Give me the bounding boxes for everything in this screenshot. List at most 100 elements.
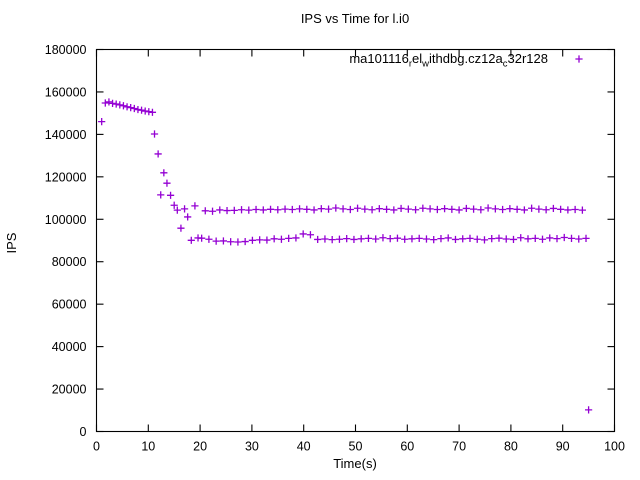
- axis-ticks: [95, 48, 616, 433]
- data-point-marker: [285, 234, 293, 242]
- data-point-marker: [198, 234, 206, 242]
- data-point-marker: [105, 98, 113, 106]
- data-point-marker: [459, 235, 467, 243]
- legend-entry-label: ma101116relwithdbg.cz12ac32r128: [349, 51, 548, 70]
- data-point-marker: [477, 206, 485, 214]
- data-point-marker: [137, 106, 146, 114]
- data-point-marker: [567, 234, 576, 242]
- data-point-marker: [430, 236, 438, 244]
- data-point-marker: [180, 205, 189, 213]
- data-point-marker: [415, 234, 423, 242]
- data-point-marker: [437, 234, 445, 243]
- data-point-marker: [466, 234, 474, 242]
- data-point-marker: [513, 205, 521, 213]
- data-point-marker: [241, 237, 249, 246]
- data-point-marker: [372, 235, 380, 243]
- plot-frame: [95, 48, 616, 433]
- data-point-marker: [542, 206, 550, 214]
- data-point-marker: [440, 205, 449, 213]
- data-point-marker: [368, 206, 376, 214]
- data-point-marker: [112, 100, 120, 108]
- data-point-marker: [404, 205, 412, 213]
- data-point-marker: [310, 206, 318, 214]
- data-point-marker: [212, 237, 220, 245]
- data-point-marker: [480, 236, 489, 244]
- data-point-marker: [157, 191, 165, 199]
- data-point-marker: [575, 235, 583, 243]
- data-point-marker: [578, 206, 586, 214]
- data-point-marker: [499, 205, 507, 214]
- data-point-marker: [419, 204, 427, 212]
- data-point-marker: [295, 205, 304, 213]
- y-tick-label: 0: [80, 425, 87, 439]
- data-point-marker: [219, 237, 228, 245]
- data-point-marker: [491, 205, 499, 213]
- data-point-marker: [350, 235, 358, 244]
- data-point-marker: [191, 202, 199, 210]
- data-point-marker: [123, 103, 131, 111]
- y-tick-label: 140000: [45, 128, 87, 142]
- data-point-marker: [170, 201, 178, 209]
- x-axis-tick-labels: 0 10 20 30 40 50 60 70 80 90 100: [93, 440, 625, 454]
- data-point-marker: [101, 99, 109, 107]
- data-point-marker: [163, 179, 171, 187]
- data-point-marker: [116, 101, 124, 109]
- data-point-marker: [502, 235, 510, 243]
- data-point-marker: [150, 130, 159, 138]
- data-point-marker: [571, 205, 579, 214]
- data-point-marker: [332, 204, 340, 212]
- data-point-marker: [353, 204, 362, 212]
- data-point-marker: [177, 224, 185, 232]
- x-tick-label: 10: [141, 440, 155, 454]
- data-point-marker: [173, 206, 181, 214]
- data-point-marker: [509, 235, 518, 244]
- data-point-marker: [582, 234, 590, 242]
- data-point-marker: [411, 206, 420, 214]
- data-point-marker: [393, 234, 402, 242]
- data-point-marker: [98, 118, 106, 126]
- data-point-marker: [346, 205, 354, 214]
- data-point-marker: [230, 206, 238, 214]
- x-tick-label: 100: [604, 440, 625, 454]
- x-tick-label: 20: [193, 440, 207, 454]
- x-tick-label: 30: [245, 440, 259, 454]
- data-point-marker: [339, 205, 347, 213]
- data-point-marker: [488, 234, 496, 243]
- data-point-marker: [160, 169, 168, 177]
- data-point-marker: [252, 205, 260, 214]
- x-tick-label: 90: [556, 440, 570, 454]
- data-point-marker: [166, 191, 175, 199]
- data-point-marker: [343, 234, 351, 243]
- data-point-marker: [448, 205, 456, 213]
- data-point-marker: [426, 205, 434, 213]
- data-point-marker: [462, 204, 470, 213]
- y-tick-label: 100000: [45, 213, 87, 227]
- data-point-marker: [130, 104, 138, 113]
- legend[interactable]: ma101116relwithdbg.cz12ac32r128: [349, 51, 583, 70]
- y-tick-label: 40000: [52, 340, 87, 354]
- data-point-marker: [245, 206, 253, 214]
- page-title: IPS vs Time for l.i0: [301, 11, 409, 26]
- x-tick-label: 60: [400, 440, 414, 454]
- data-point-marker: [422, 235, 431, 243]
- y-tick-label: 60000: [52, 298, 87, 312]
- data-point-marker: [433, 205, 441, 214]
- data-point-marker: [538, 235, 547, 243]
- data-point-marker: [119, 102, 128, 110]
- data-point-marker: [234, 238, 242, 246]
- data-point-marker: [335, 235, 344, 243]
- data-point-marker: [306, 231, 315, 239]
- data-point-marker: [361, 205, 369, 213]
- data-point-marker: [528, 204, 536, 212]
- data-point-marker: [299, 230, 307, 238]
- data-point-marker: [263, 236, 271, 244]
- x-tick-label: 0: [93, 440, 100, 454]
- data-point-marker: [382, 205, 391, 213]
- data-point-marker: [375, 205, 383, 213]
- data-point-marker: [397, 204, 405, 213]
- data-point-marker: [227, 238, 235, 246]
- data-point-marker: [557, 205, 565, 213]
- y-tick-label: 120000: [45, 170, 87, 184]
